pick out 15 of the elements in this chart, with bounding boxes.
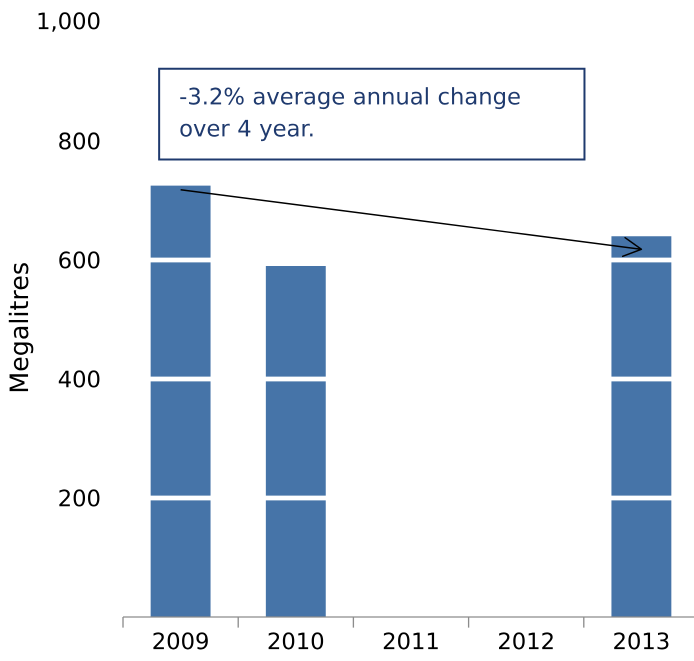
x-tick-label: 2012 [499, 632, 553, 650]
y-tick-label: 600 [59, 251, 100, 269]
bar [611, 236, 672, 617]
x-tick-label: 2009 [153, 632, 208, 650]
y-tick-label: 800 [59, 132, 100, 150]
bar [266, 266, 326, 617]
x-tick-label: 2013 [614, 632, 668, 650]
x-tick-label: 2011 [384, 632, 438, 650]
y-tick-label: 400 [58, 370, 100, 388]
x-tick-label: 2010 [268, 632, 324, 650]
bar [150, 186, 211, 617]
y-tick-label: 200 [59, 489, 100, 507]
annotation: -3.2% average annual change over 4 year. [180, 87, 520, 142]
y-axis-title: Megalitres [8, 263, 34, 392]
y-tick-label: 1,000 [38, 12, 100, 32]
